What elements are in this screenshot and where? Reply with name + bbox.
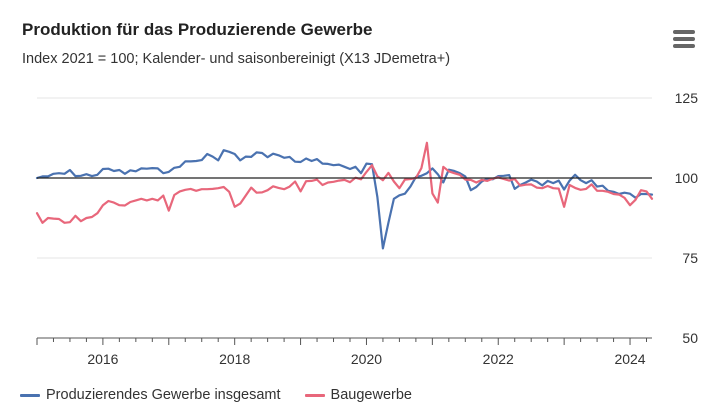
hamburger-menu-icon[interactable] xyxy=(670,27,698,51)
legend-swatch-series-2 xyxy=(304,393,325,397)
x-tick-label: 2024 xyxy=(614,351,645,367)
series-line-2 xyxy=(35,141,654,224)
x-tick-label: 2020 xyxy=(351,351,382,367)
legend-item-series-2[interactable]: Baugewerbe xyxy=(304,387,412,403)
legend-label-series-2: Baugewerbe xyxy=(330,387,412,403)
x-tick-label: 2016 xyxy=(87,351,118,367)
legend-swatch-series-1 xyxy=(20,393,40,397)
chart-legend: Produzierendes Gewerbe insgesamt Baugewe… xyxy=(20,387,436,403)
x-tick-label: 2022 xyxy=(483,351,514,367)
y-tick-label: 75 xyxy=(682,250,698,266)
x-tick-label: 2018 xyxy=(219,351,250,367)
line-chart: 50 75 100 125 2016 2018 2020 2022 2024 xyxy=(35,90,699,367)
chart-subtitle: Index 2021 = 100; Kalender- und saisonbe… xyxy=(22,51,451,67)
menu-icon-bar xyxy=(673,44,695,48)
series-line-1 xyxy=(35,149,654,250)
y-tick-label: 100 xyxy=(675,170,699,186)
legend-item-series-1[interactable]: Produzierendes Gewerbe insgesamt xyxy=(20,387,281,403)
chart-title: Produktion für das Produzierende Gewerbe xyxy=(22,20,373,39)
y-tick-label: 125 xyxy=(675,90,699,106)
legend-label-series-1: Produzierendes Gewerbe insgesamt xyxy=(46,387,281,403)
menu-icon-bar xyxy=(673,30,695,34)
menu-icon-bar xyxy=(673,37,695,41)
y-tick-label: 50 xyxy=(682,330,698,346)
